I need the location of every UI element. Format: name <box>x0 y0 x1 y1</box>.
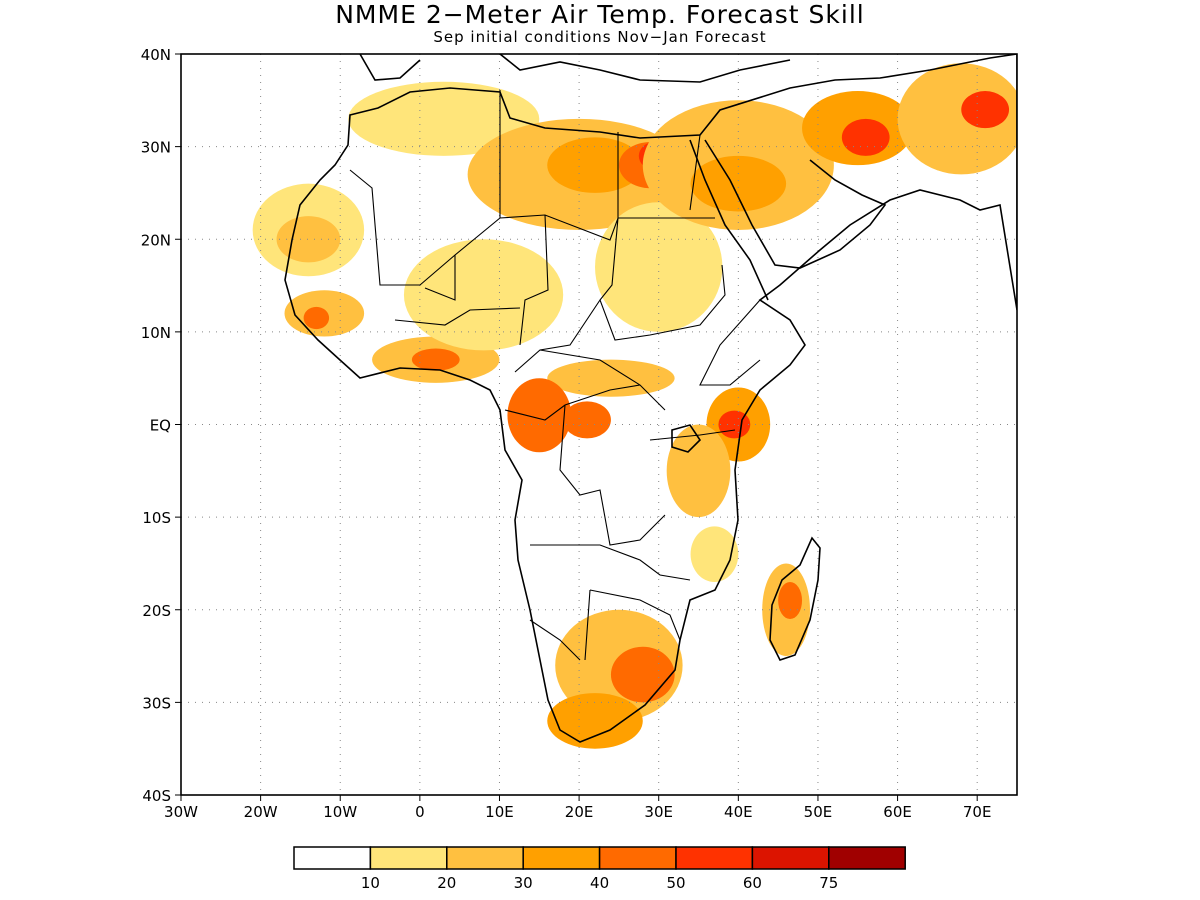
y-tick-label: 30N <box>141 139 171 157</box>
colorbar-label: 30 <box>514 874 533 892</box>
colorbar-swatch <box>675 846 754 870</box>
colorbar-swatch <box>522 846 601 870</box>
colorbar-swatch <box>369 846 448 870</box>
x-axis-ticks: 30W 20W 10W 0 10E 20E 30E 40E 50E 60E 70E <box>164 795 991 821</box>
arabia-coast <box>704 139 887 269</box>
colorbar-label: 75 <box>819 874 838 892</box>
coastlines <box>284 54 1017 743</box>
mediterranean-north-coast <box>359 54 791 83</box>
skill-region-24 <box>666 424 731 518</box>
y-tick-label: 10S <box>142 509 171 527</box>
y-tick-label: 30S <box>142 694 171 712</box>
skill-region-18 <box>961 91 1010 129</box>
skill-region-5 <box>411 348 460 371</box>
skill-region-19 <box>547 359 675 397</box>
x-tick-label: 10E <box>485 803 514 821</box>
skill-region-29 <box>610 646 675 703</box>
x-tick-label: 50E <box>804 803 833 821</box>
y-tick-label: 10N <box>141 324 171 342</box>
lake-victoria <box>671 424 702 453</box>
y-tick-label: 20S <box>142 602 171 620</box>
x-tick-label: 20E <box>565 803 594 821</box>
skill-region-14 <box>690 155 787 212</box>
skill-region-6 <box>348 81 540 156</box>
colorbar-label: 40 <box>590 874 609 892</box>
y-tick-label: 40N <box>141 46 171 64</box>
country-borders <box>349 90 761 661</box>
colorbar-label: 50 <box>666 874 685 892</box>
skill-region-12 <box>403 239 564 351</box>
skill-region-20 <box>507 378 572 453</box>
skill-region-16 <box>841 118 890 156</box>
x-tick-label: 20W <box>244 803 278 821</box>
x-tick-label: 10W <box>323 803 357 821</box>
skill-region-8 <box>547 137 643 193</box>
colorbar-swatch <box>751 846 830 870</box>
x-tick-label: 60E <box>883 803 912 821</box>
colorbar: 10 20 30 40 50 60 75 <box>293 846 906 892</box>
skill-region-1 <box>276 216 341 263</box>
skill-region-30 <box>547 693 643 749</box>
colorbar-label: 20 <box>437 874 456 892</box>
colorbar-label: 10 <box>361 874 380 892</box>
skill-region-21 <box>563 401 611 439</box>
map-subtitle: Sep initial conditions Nov−Jan Forecast <box>433 28 767 46</box>
colorbar-swatch <box>598 846 677 870</box>
skill-shading <box>252 63 1017 749</box>
colorbar-swatch <box>446 846 524 870</box>
x-tick-label: 30W <box>164 803 198 821</box>
skill-region-27 <box>778 581 803 620</box>
y-tick-label: 20N <box>141 231 171 249</box>
x-tick-label: 40E <box>724 803 753 821</box>
colorbar-label: 60 <box>743 874 762 892</box>
map-title: NMME 2−Meter Air Temp. Forecast Skill <box>335 0 865 29</box>
madagascar-coastline <box>769 536 821 661</box>
y-axis-ticks: 40N 30N 20N 10N EQ 10S 20S 30S 40S <box>141 46 181 805</box>
red-sea-coast <box>689 139 769 301</box>
x-tick-label: 30E <box>644 803 673 821</box>
africa-coastline <box>284 54 1017 743</box>
x-tick-label: 0 <box>415 803 425 821</box>
y-tick-label: EQ <box>150 417 171 435</box>
skill-region-17 <box>897 63 1017 175</box>
x-tick-label: 70E <box>963 803 992 821</box>
skill-region-3 <box>303 306 330 330</box>
skill-region-11 <box>595 202 723 332</box>
colorbar-swatch <box>828 846 906 870</box>
colorbar-swatch <box>293 846 372 870</box>
y-tick-label: 40S <box>142 787 171 805</box>
border-lines <box>349 90 761 661</box>
